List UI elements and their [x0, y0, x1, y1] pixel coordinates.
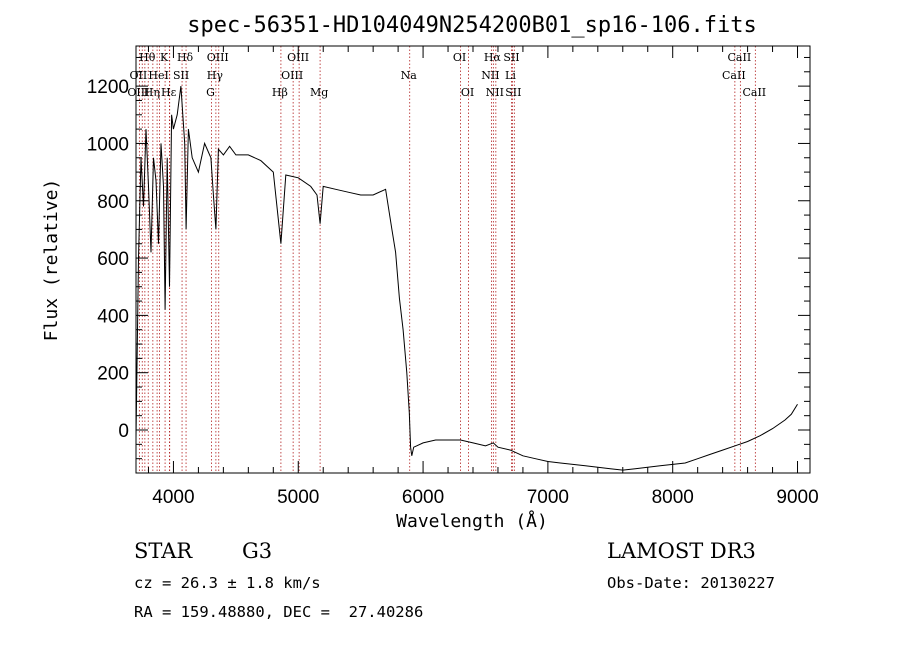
- spectrum-line: [135, 86, 798, 471]
- spectral-line-label: OI: [461, 86, 474, 99]
- spectral-line-label: SII: [173, 69, 189, 82]
- spectral-line-label: K: [160, 51, 169, 64]
- obs-date-text: Obs-Date: 20130227: [607, 574, 775, 592]
- coordinates-text: RA = 159.48880, DEC = 27.40286: [134, 603, 424, 621]
- spectral-line-label: Hγ: [207, 69, 224, 82]
- object-subclass: G3: [242, 539, 273, 563]
- spectral-line-label: G: [206, 86, 215, 99]
- redshift-text: cz = 26.3 ± 1.8 km/s: [134, 574, 321, 592]
- spectral-line-label: OIII: [281, 69, 303, 82]
- x-tick-label: 5000: [277, 487, 319, 508]
- spectral-line-label: CaII: [742, 86, 766, 99]
- spectral-line-label: CaII: [728, 51, 752, 64]
- spectral-line-label: SII: [505, 86, 521, 99]
- chart-title: spec-56351-HD104049N254200B01_sp16-106.f…: [187, 13, 757, 38]
- spectral-line-label: Hη: [144, 86, 160, 99]
- spectral-line-label: SII: [503, 51, 519, 64]
- axis-ticks: 4000 5000 6000 7000 8000 9000 0 200 400 600 800 100…: [87, 46, 819, 508]
- x-tick-label: 6000: [402, 487, 444, 508]
- spectral-line-label: Hα: [484, 51, 502, 64]
- spectral-line-label: Mg: [310, 86, 328, 99]
- y-tick-label: 400: [97, 306, 129, 327]
- spectral-line-label: OI: [453, 51, 466, 64]
- spectral-line-label: OIII: [207, 51, 229, 64]
- spectral-line-label: Hβ: [272, 86, 288, 99]
- spectral-lines-layer: [138, 46, 756, 473]
- x-axis-label: Wavelength (Å): [396, 510, 548, 532]
- spectral-line-label: Hδ: [177, 51, 194, 64]
- spectral-line-label: Hε: [161, 86, 177, 99]
- spectral-line-label: CaII: [722, 69, 746, 82]
- y-tick-label: 0: [118, 421, 129, 442]
- y-tick-label: 800: [97, 192, 129, 213]
- spectral-line-label: Hθ: [139, 51, 156, 64]
- x-tick-label: 9000: [776, 487, 818, 508]
- spectrum-chart: spec-56351-HD104049N254200B01_sp16-106.f…: [41, 13, 819, 532]
- spectral-line-label: HeI: [148, 69, 168, 82]
- object-class: STAR: [134, 539, 193, 563]
- y-tick-label: 1000: [87, 134, 129, 155]
- survey-name: LAMOST DR3: [607, 539, 756, 563]
- spectral-line-label: NII: [486, 86, 504, 99]
- x-tick-label: 8000: [652, 487, 694, 508]
- y-tick-label: 1200: [87, 77, 129, 98]
- spectral-line-label: OII: [130, 69, 148, 82]
- spectral-line-label: Li: [505, 69, 516, 82]
- x-tick-label: 4000: [152, 487, 194, 508]
- y-axis-label: Flux (relative): [41, 179, 62, 342]
- plot-frame: [135, 45, 811, 474]
- spectral-line-label: Na: [401, 69, 418, 82]
- x-tick-label: 7000: [527, 487, 569, 508]
- y-tick-label: 600: [97, 249, 129, 270]
- spectral-line-label: OIII: [127, 86, 149, 99]
- spectral-line-label: NII: [481, 69, 499, 82]
- y-tick-label: 200: [97, 364, 129, 385]
